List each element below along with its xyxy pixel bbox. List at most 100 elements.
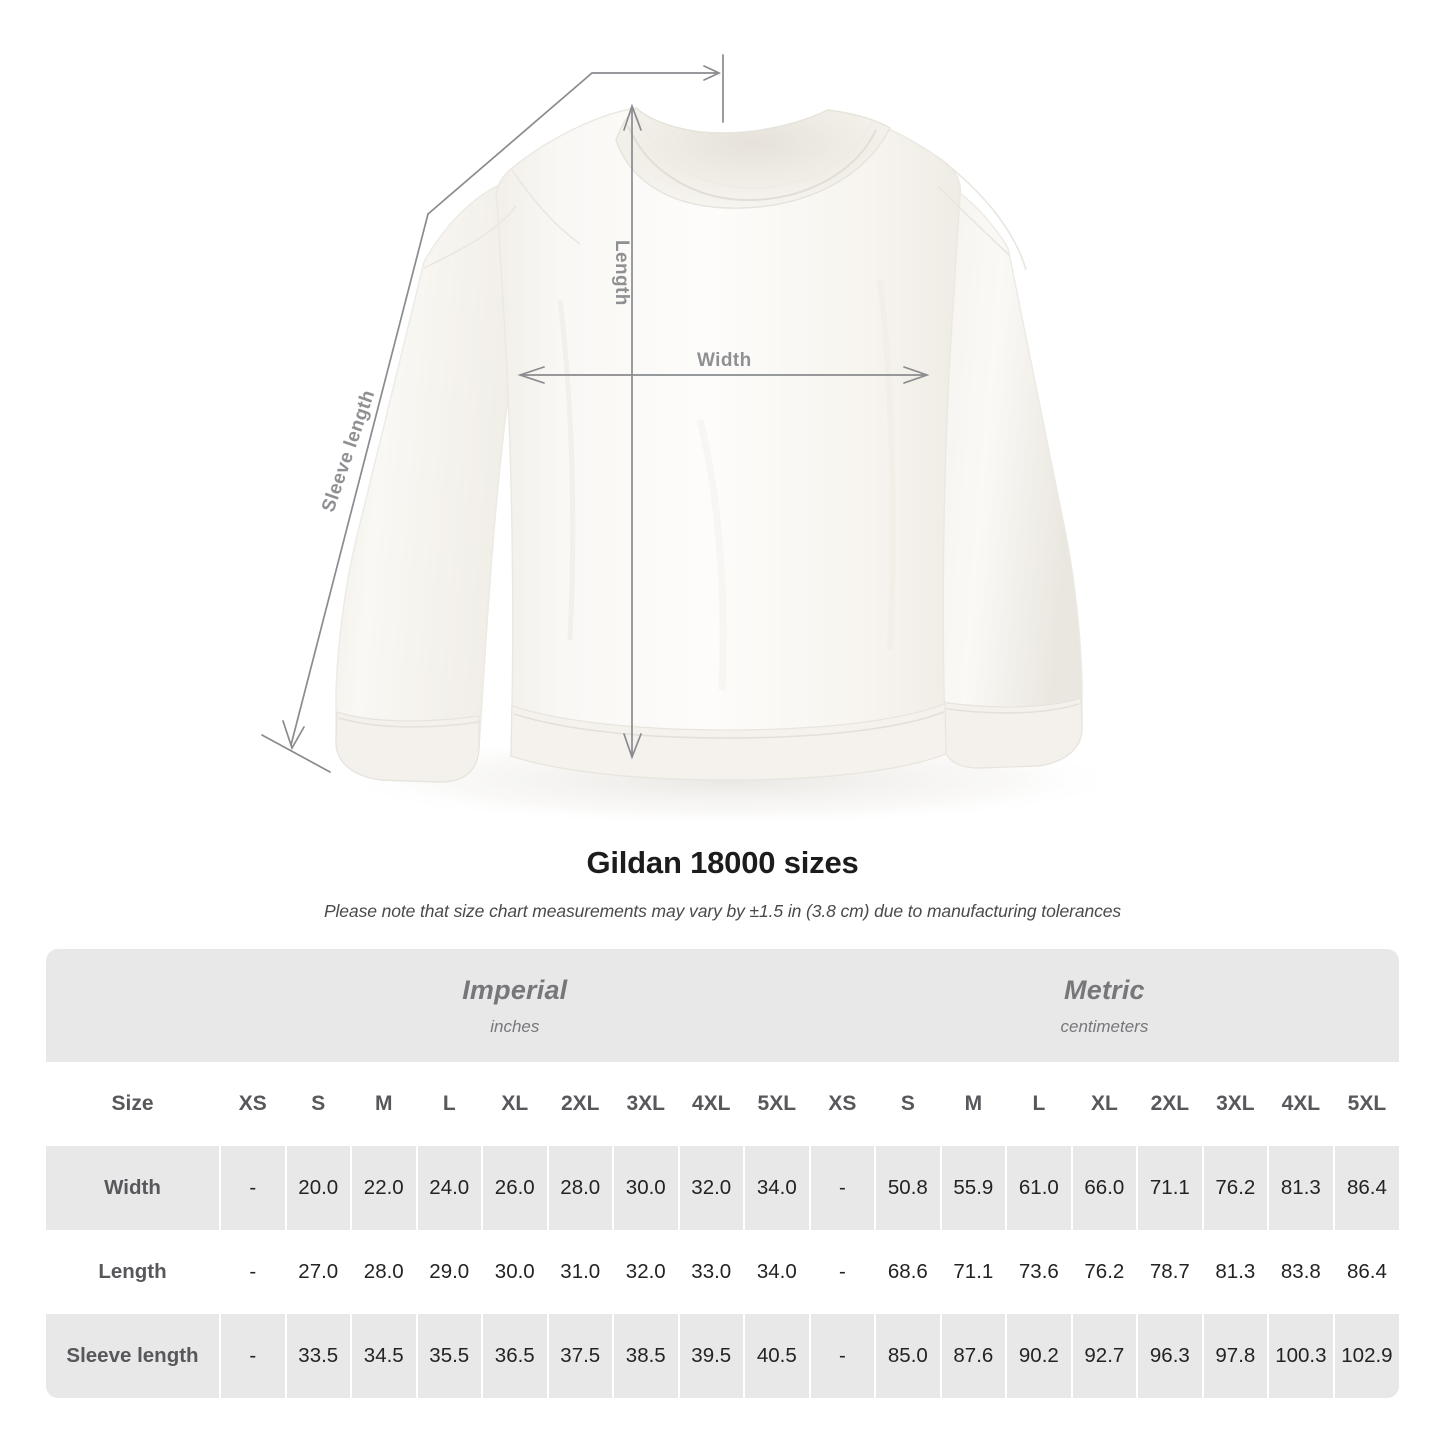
unit-sub-imperial: inches (490, 1016, 540, 1036)
right-shoulder-seam (943, 161, 1027, 271)
unit-group-metric: Metric centimeters (809, 949, 1400, 1062)
cell-sleeve-length-metric-XL: 92.7 (1071, 1314, 1139, 1398)
left-cuff (335, 711, 480, 783)
size-table: Imperial inches Metric centimeters Size XS S M L… (46, 949, 1400, 1398)
sweatshirt-diagram (261, 54, 1130, 826)
garment-illustration: Length Width Sleeve length (261, 54, 1130, 826)
right-cuff-seam (939, 703, 1080, 714)
cell-sleeve-length-imperial-M: 34.5 (351, 1314, 418, 1398)
cell-sleeve-length-imperial-XL: 36.5 (482, 1314, 549, 1398)
cell-width-metric-XS: - (809, 1146, 877, 1230)
cell-sleeve-length-imperial-XS: - (220, 1314, 287, 1398)
size-column-header-metric-XL: XL (1071, 1062, 1139, 1146)
size-column-header-metric-3XL: 3XL (1202, 1062, 1270, 1146)
cell-width-metric-4XL: 81.3 (1268, 1146, 1335, 1230)
cell-width-metric-M: 55.9 (940, 1146, 1008, 1230)
row-label-length: Length (46, 1230, 221, 1314)
row-label-width: Width (46, 1146, 221, 1230)
length-arrowhead-top (623, 103, 642, 131)
cell-sleeve-length-imperial-4XL: 39.5 (678, 1314, 745, 1398)
table-row: Length -27.0 28.0 29.0 30.0 31.0 32.0 33.0 34.0-… (46, 1230, 1400, 1314)
size-column-header-metric-2XL: 2XL (1137, 1062, 1204, 1146)
table-row: Sleeve length -33.5 34.5 35.5 36.5 37.5 38.5 39… (46, 1314, 1400, 1398)
bottom-hem (510, 703, 947, 781)
size-column-header-imperial-M: M (351, 1062, 418, 1146)
cell-sleeve-length-metric-2XL: 96.3 (1137, 1314, 1204, 1398)
sleeve-end-tick (261, 734, 331, 773)
cell-length-imperial-5XL: 34.0 (744, 1230, 811, 1314)
left-shoulder-seam (511, 169, 581, 245)
cell-sleeve-length-imperial-L: 35.5 (416, 1314, 483, 1398)
cell-width-imperial-3XL: 30.0 (613, 1146, 680, 1230)
title-block: Gildan 18000 sizes Please note that size… (0, 845, 1445, 922)
cell-length-metric-M: 71.1 (940, 1230, 1008, 1314)
cell-length-imperial-3XL: 32.0 (613, 1230, 680, 1314)
fold-1 (557, 299, 576, 641)
width-annotation-label: Width (697, 350, 752, 371)
size-column-header-imperial-S: S (285, 1062, 352, 1146)
cell-width-metric-XL: 66.0 (1071, 1146, 1139, 1230)
cell-sleeve-length-metric-S: 85.0 (875, 1314, 942, 1398)
size-column-header-imperial-2XL: 2XL (547, 1062, 614, 1146)
cell-sleeve-length-metric-M: 87.6 (940, 1314, 1008, 1398)
cell-sleeve-length-metric-4XL: 100.3 (1268, 1314, 1335, 1398)
size-column-header-imperial-XS: XS (220, 1062, 287, 1146)
sleeve-leader-top (427, 72, 593, 215)
cell-width-metric-S: 50.8 (875, 1146, 942, 1230)
sleeve-length-line (290, 213, 429, 746)
size-header-label: Size (46, 1062, 221, 1146)
cell-length-imperial-M: 28.0 (351, 1230, 418, 1314)
cell-length-metric-2XL: 78.7 (1137, 1230, 1204, 1314)
cell-length-imperial-L: 29.0 (416, 1230, 483, 1314)
width-arrowhead-left (517, 366, 545, 384)
size-table-container: Imperial inches Metric centimeters Size XS S M L… (46, 949, 1400, 1398)
width-arrowhead-right (903, 366, 930, 384)
sleeve-arrowhead (282, 720, 305, 751)
cell-sleeve-length-imperial-S: 33.5 (285, 1314, 352, 1398)
unit-name-imperial: Imperial (462, 974, 568, 1005)
right-armhole-seam (937, 185, 1011, 257)
tolerance-note: Please note that size chart measurements… (323, 901, 1122, 921)
cell-width-imperial-XS: - (220, 1146, 287, 1230)
size-header-row: Size XS S M L XL 2XL 3XL 4XL 5XL XS S M L XL 2XL 3XL 4XL 5… (46, 1062, 1400, 1146)
cell-length-imperial-2XL: 31.0 (547, 1230, 614, 1314)
size-column-header-imperial-4XL: 4XL (678, 1062, 745, 1146)
left-sleeve (335, 184, 513, 783)
cell-length-imperial-4XL: 33.0 (678, 1230, 745, 1314)
unit-header-row: Imperial inches Metric centimeters (46, 949, 1400, 1062)
cell-length-metric-XS: - (809, 1230, 877, 1314)
left-cuff-seam (338, 717, 480, 728)
cell-sleeve-length-metric-3XL: 97.8 (1202, 1314, 1270, 1398)
unit-band-spacer (46, 949, 220, 1062)
fold-2 (877, 279, 896, 651)
page-title: Gildan 18000 sizes (586, 845, 859, 880)
cell-width-metric-3XL: 76.2 (1202, 1146, 1270, 1230)
size-column-header-imperial-5XL: 5XL (744, 1062, 811, 1146)
length-annotation-label: Length (611, 240, 632, 306)
cell-length-metric-5XL: 86.4 (1333, 1230, 1400, 1314)
cell-sleeve-length-imperial-2XL: 37.5 (547, 1314, 614, 1398)
size-column-header-metric-XS: XS (809, 1062, 877, 1146)
size-column-header-metric-M: M (940, 1062, 1008, 1146)
cell-width-metric-2XL: 71.1 (1137, 1146, 1204, 1230)
size-column-header-metric-4XL: 4XL (1268, 1062, 1335, 1146)
cell-width-imperial-S: 20.0 (285, 1146, 352, 1230)
cell-length-metric-3XL: 81.3 (1202, 1230, 1270, 1314)
cell-width-metric-5XL: 86.4 (1333, 1146, 1400, 1230)
cell-length-metric-4XL: 83.8 (1268, 1230, 1335, 1314)
collar-pointer-arrowhead (703, 65, 722, 81)
cell-sleeve-length-metric-5XL: 102.9 (1333, 1314, 1400, 1398)
length-arrowhead-bottom (623, 733, 642, 760)
cell-length-imperial-XL: 30.0 (482, 1230, 549, 1314)
size-column-header-imperial-3XL: 3XL (613, 1062, 680, 1146)
measurement-lines (261, 54, 930, 773)
collar-inner (627, 125, 877, 202)
cell-sleeve-length-metric-XS: - (809, 1314, 877, 1398)
fold-3 (696, 419, 727, 691)
cell-width-imperial-XL: 26.0 (482, 1146, 549, 1230)
size-column-header-metric-5XL: 5XL (1333, 1062, 1400, 1146)
unit-sub-metric: centimeters (1060, 1016, 1149, 1036)
cell-width-imperial-2XL: 28.0 (547, 1146, 614, 1230)
cell-width-metric-L: 61.0 (1006, 1146, 1073, 1230)
